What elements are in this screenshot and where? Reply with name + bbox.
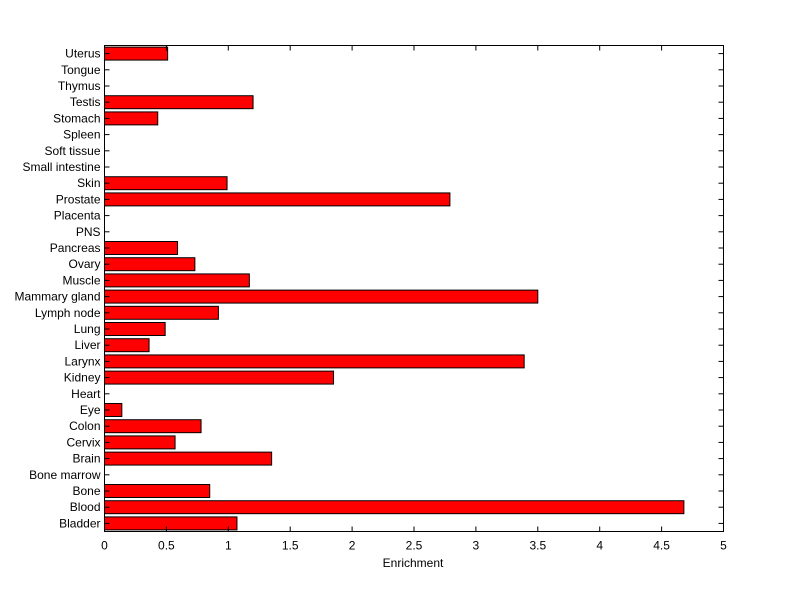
bar-larynx <box>104 354 525 369</box>
bar-blood <box>104 500 685 515</box>
y-tick-label: Muscle <box>62 273 100 287</box>
y-tick-label: Bone <box>72 484 100 498</box>
y-tick-label: Stomach <box>53 111 100 125</box>
bar-brain <box>104 451 273 466</box>
x-tick-label: 3 <box>473 539 480 553</box>
bar-kidney <box>104 370 335 385</box>
y-tick-label: Eye <box>80 403 101 417</box>
y-tick-label: Mammary gland <box>14 290 100 304</box>
ticks-layer <box>104 45 724 532</box>
y-tick-label: Small intestine <box>22 160 100 174</box>
bar-colon <box>104 419 202 434</box>
y-tick-label: Testis <box>70 95 101 109</box>
x-axis-label: Enrichment <box>383 556 444 570</box>
y-tick-label: Liver <box>74 338 100 352</box>
y-tick-label: Spleen <box>63 128 100 142</box>
x-tick-label: 2.5 <box>406 539 423 553</box>
y-tick-label: Prostate <box>56 192 101 206</box>
bar-liver <box>104 338 150 353</box>
x-tick-label: 4 <box>596 539 603 553</box>
y-tick-label: Brain <box>72 452 100 466</box>
y-tick-label: Larynx <box>64 354 100 368</box>
bar-skin <box>104 176 228 191</box>
x-tick-label: 2 <box>349 539 356 553</box>
x-tick-label: 0 <box>101 539 108 553</box>
y-tick-label: Heart <box>71 387 101 401</box>
labels-layer: Bladder Blood Bone Bone marrow Brain Cervix Co… <box>14 47 727 553</box>
y-tick-label: Lung <box>74 322 101 336</box>
x-tick-label: 3.5 <box>529 539 546 553</box>
y-tick-label: Ovary <box>68 257 100 271</box>
y-tick-label: Cervix <box>66 435 100 449</box>
bar-testis <box>104 95 254 110</box>
y-tick-label: Soft tissue <box>44 144 100 158</box>
x-tick-label: 1.5 <box>282 539 299 553</box>
y-tick-label: Thymus <box>58 79 101 93</box>
x-tick-label: 1 <box>225 539 232 553</box>
y-tick-label: Colon <box>69 419 100 433</box>
bar-bladder <box>104 516 238 531</box>
bar-cervix <box>104 435 176 450</box>
bar-lymph-node <box>104 305 219 320</box>
x-tick-label: 5 <box>720 539 727 553</box>
y-tick-label: Bladder <box>59 516 100 530</box>
y-tick-label: Pancreas <box>50 241 101 255</box>
bar-bone <box>104 484 211 498</box>
y-tick-label: Blood <box>70 500 101 514</box>
y-tick-label: Kidney <box>64 371 101 385</box>
bar-mammary-gland <box>104 289 539 304</box>
bar-muscle <box>104 273 250 288</box>
x-tick-label: 4.5 <box>653 539 670 553</box>
bar-stomach <box>104 111 159 126</box>
y-tick-label: Uterus <box>65 47 100 61</box>
bar-ovary <box>104 257 196 272</box>
bars-layer <box>104 46 685 531</box>
y-tick-label: PNS <box>76 225 101 239</box>
bar-pancreas <box>104 241 179 255</box>
y-tick-label: Bone marrow <box>29 468 101 482</box>
x-tick-label: 0.5 <box>158 539 175 553</box>
bar-prostate <box>104 192 451 207</box>
y-tick-label: Skin <box>77 176 100 190</box>
y-tick-label: Placenta <box>54 209 101 223</box>
bar-lung <box>104 322 166 336</box>
y-tick-label: Lymph node <box>35 306 101 320</box>
y-tick-label: Tongue <box>61 63 101 77</box>
bar-uterus <box>104 46 169 61</box>
